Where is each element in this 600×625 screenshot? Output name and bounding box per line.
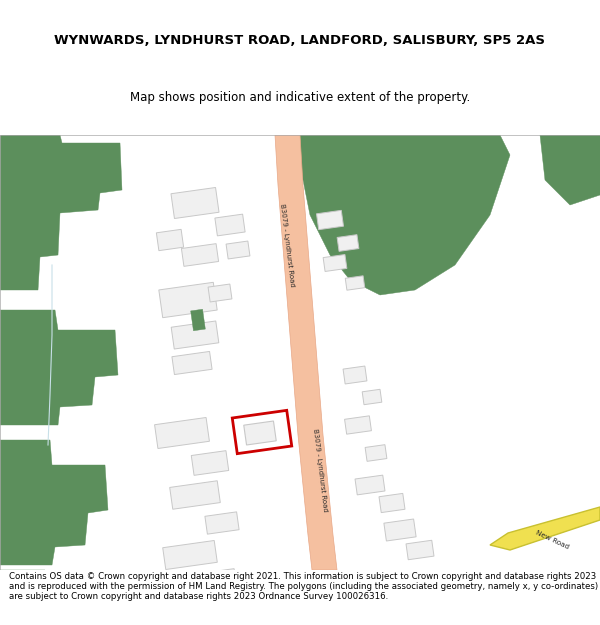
Polygon shape [343, 366, 367, 384]
Polygon shape [0, 310, 118, 425]
Polygon shape [323, 254, 347, 271]
Polygon shape [384, 519, 416, 541]
Polygon shape [345, 276, 365, 290]
Polygon shape [215, 214, 245, 236]
Text: B3079 - Lyndhurst Road: B3079 - Lyndhurst Road [279, 203, 295, 287]
Polygon shape [379, 493, 405, 512]
Polygon shape [205, 512, 239, 534]
Polygon shape [191, 451, 229, 476]
Polygon shape [199, 569, 236, 591]
Polygon shape [406, 540, 434, 560]
Polygon shape [163, 541, 217, 569]
Polygon shape [157, 229, 184, 251]
Polygon shape [232, 411, 292, 454]
Polygon shape [317, 211, 343, 229]
Polygon shape [355, 475, 385, 495]
Polygon shape [0, 440, 108, 565]
Polygon shape [365, 444, 387, 461]
Polygon shape [155, 418, 209, 449]
Polygon shape [159, 282, 217, 318]
Polygon shape [344, 416, 371, 434]
Polygon shape [244, 421, 276, 445]
Text: Contains OS data © Crown copyright and database right 2021. This information is : Contains OS data © Crown copyright and d… [9, 572, 598, 601]
Polygon shape [0, 135, 122, 290]
Polygon shape [226, 241, 250, 259]
Polygon shape [300, 135, 510, 295]
Text: New Road: New Road [535, 529, 569, 551]
Polygon shape [208, 284, 232, 302]
Text: Map shows position and indicative extent of the property.: Map shows position and indicative extent… [130, 91, 470, 104]
Polygon shape [181, 244, 218, 266]
Polygon shape [172, 351, 212, 374]
Polygon shape [490, 507, 600, 550]
Text: B3079 - Lyndhurst Road: B3079 - Lyndhurst Road [312, 428, 328, 512]
Polygon shape [275, 135, 337, 570]
Polygon shape [170, 481, 220, 509]
Polygon shape [191, 309, 205, 331]
Polygon shape [171, 321, 219, 349]
Polygon shape [362, 389, 382, 405]
Polygon shape [540, 135, 600, 205]
Text: WYNWARDS, LYNDHURST ROAD, LANDFORD, SALISBURY, SP5 2AS: WYNWARDS, LYNDHURST ROAD, LANDFORD, SALI… [55, 34, 545, 47]
Polygon shape [337, 234, 359, 251]
Polygon shape [171, 188, 219, 219]
